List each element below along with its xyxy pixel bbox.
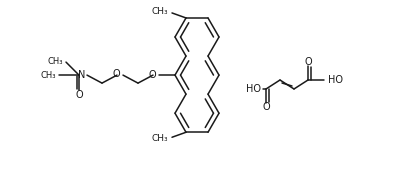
Text: O: O — [149, 70, 156, 80]
Text: CH₃: CH₃ — [41, 71, 56, 80]
Text: HO: HO — [328, 75, 343, 85]
Text: O: O — [75, 90, 83, 100]
Text: CH₃: CH₃ — [151, 7, 168, 16]
Text: N: N — [78, 70, 85, 80]
Text: O: O — [262, 102, 270, 112]
Text: O: O — [304, 57, 312, 67]
Text: O: O — [112, 69, 120, 79]
Text: CH₃: CH₃ — [47, 57, 63, 66]
Text: CH₃: CH₃ — [151, 134, 168, 143]
Text: HO: HO — [246, 84, 261, 94]
